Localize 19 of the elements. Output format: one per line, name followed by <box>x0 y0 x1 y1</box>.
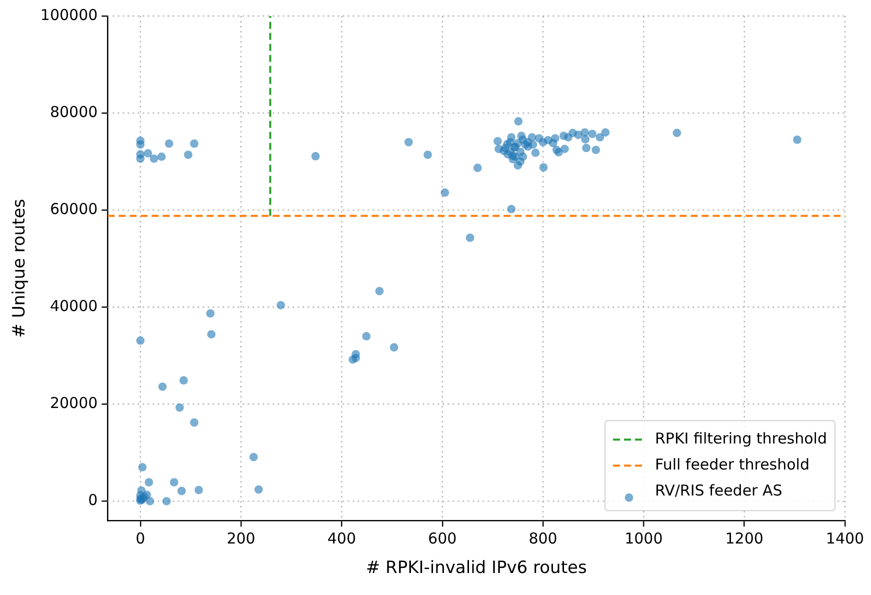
x-tick-label: 200 <box>226 529 256 548</box>
x-tick-label: 400 <box>327 529 356 548</box>
x-tick-label: 1200 <box>725 529 764 548</box>
x-tick-label: 1400 <box>826 529 864 548</box>
x-tick-label: 800 <box>528 529 558 548</box>
y-tick-label: 80000 <box>50 102 98 121</box>
x-tick-label: 600 <box>428 529 457 548</box>
legend-label: Full feeder threshold <box>655 455 810 474</box>
x-tick-label: 1000 <box>624 529 663 548</box>
y-tick-label: 100000 <box>40 6 98 24</box>
y-tick-label: 0 <box>88 491 98 510</box>
x-tick-label: 0 <box>136 529 146 548</box>
legend-label: RV/RIS feeder AS <box>655 481 782 500</box>
y-tick-label: 20000 <box>50 394 98 412</box>
y-tick-label: 60000 <box>50 200 98 218</box>
y-tick-label: 40000 <box>50 297 98 316</box>
y-axis-title: # Unique routes <box>10 198 30 338</box>
x-axis-title: # RPKI-invalid IPv6 routes <box>366 558 587 578</box>
legend-label: RPKI filtering threshold <box>655 429 828 448</box>
